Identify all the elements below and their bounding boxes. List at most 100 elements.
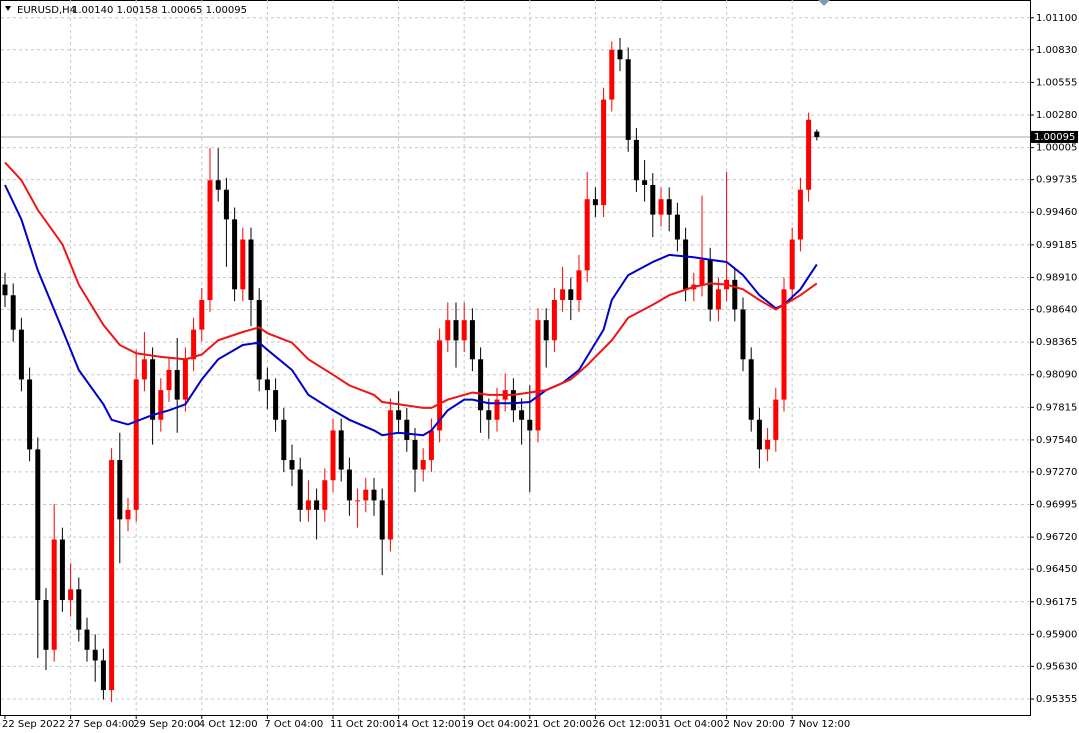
candle-body (2, 284, 8, 296)
current-price-label: 1.00095 (1034, 132, 1075, 143)
candle-body (346, 469, 352, 501)
candle-body (10, 295, 16, 330)
candle-body (182, 359, 188, 400)
candle-body (461, 320, 467, 341)
candle-body (674, 214, 680, 240)
menu-arrow (5, 6, 11, 11)
candle-body (650, 184, 656, 215)
candle-body (314, 500, 320, 510)
candle-body (207, 180, 213, 300)
x-tick-label: 11 Oct 20:00 (330, 719, 395, 730)
x-tick-label: 7 Nov 12:00 (789, 719, 850, 730)
y-tick-label: 0.98365 (1036, 337, 1077, 348)
candle-body (35, 449, 41, 600)
candle-body (568, 289, 574, 300)
candle-body (256, 299, 262, 380)
candle-body (797, 189, 803, 240)
candle-body (683, 239, 689, 290)
candle-body (297, 469, 303, 510)
candle-body (666, 199, 672, 215)
y-tick-label: 0.96720 (1036, 532, 1077, 543)
candle-body (141, 359, 147, 380)
y-tick-label: 0.98090 (1036, 370, 1077, 381)
x-tick-label: 4 Oct 12:00 (199, 719, 258, 730)
x-tick-label: 21 Oct 20:00 (527, 719, 592, 730)
candle-body (92, 649, 98, 661)
candle-body (420, 460, 426, 470)
y-tick-label: 0.97540 (1036, 435, 1077, 446)
candle-body (59, 539, 65, 600)
candle-body (404, 419, 410, 440)
y-tick-label: 1.00280 (1036, 110, 1077, 121)
y-tick-label: 0.97815 (1036, 402, 1077, 413)
candle-body (27, 379, 33, 450)
candle-body (625, 59, 631, 140)
candle-body (773, 399, 779, 440)
candle-body (543, 320, 549, 341)
candle-body (633, 139, 639, 181)
candle-body (223, 189, 229, 220)
candle-body (379, 500, 385, 540)
candle-body (551, 299, 557, 341)
candle-body (76, 589, 82, 630)
candle-body (527, 419, 533, 431)
candle-body (387, 410, 393, 540)
candle-body (133, 379, 139, 510)
candle-body (273, 390, 279, 420)
grid (1, 0, 1030, 715)
candle-body (84, 629, 90, 650)
y-tick-label: 1.00005 (1036, 143, 1077, 154)
x-tick-label: 22 Sep 2022 (2, 719, 65, 730)
y-tick-label: 0.99735 (1036, 175, 1077, 186)
moving-average (4, 161, 818, 409)
y-tick-label: 0.99460 (1036, 207, 1077, 218)
y-tick-label: 0.95355 (1036, 694, 1077, 705)
marks (2, 37, 820, 702)
candle-body (699, 259, 705, 285)
candle-body (371, 489, 377, 501)
x-tick-label: 2 Nov 20:00 (724, 719, 785, 730)
candle-body (494, 399, 500, 420)
candle-body (199, 299, 205, 330)
candle-body (240, 239, 246, 290)
axes: 1.01100 1.00830 1.00555 1.00280 1.00005 0.997… (2, 13, 1078, 730)
candle-body (519, 410, 525, 420)
candle-body (469, 320, 475, 360)
candle-body (781, 289, 787, 400)
candle-body (707, 259, 713, 310)
candle-body (305, 500, 311, 510)
candle-body (363, 489, 369, 501)
candle-body (756, 419, 762, 450)
x-tick-label: 31 Oct 04:00 (658, 719, 723, 730)
chart-title: EURUSD,H4 (17, 5, 76, 16)
x-tick-label: 26 Oct 12:00 (592, 719, 657, 730)
x-tick-label: 7 Oct 04:00 (264, 719, 323, 730)
candle-body (453, 320, 459, 341)
candle-body (740, 309, 746, 360)
y-tick-label: 0.98640 (1036, 304, 1077, 315)
candle-body (715, 289, 721, 310)
y-tick-label: 0.96175 (1036, 597, 1077, 608)
candle-body (617, 49, 623, 60)
candle-body (560, 289, 566, 300)
candle-body (125, 509, 131, 520)
candle-body (576, 270, 582, 300)
ohlc-text: 1.00140 1.00158 1.00065 1.00095 (72, 5, 247, 16)
y-tick-label: 0.95900 (1036, 629, 1077, 640)
candle-body (109, 460, 115, 691)
candle-body (215, 180, 221, 190)
x-tick-label: 14 Oct 12:00 (396, 719, 461, 730)
x-tick-label: 27 Sep 04:00 (68, 719, 135, 730)
y-tick-label: 0.96450 (1036, 564, 1077, 575)
candle-body (806, 119, 812, 190)
candle-body (264, 379, 270, 391)
y-tick-label: 0.97270 (1036, 467, 1077, 478)
candle-body (248, 239, 254, 300)
moving-average (4, 184, 818, 437)
candle-body (789, 239, 795, 290)
candle-body (117, 460, 123, 520)
y-tick-label: 0.96995 (1036, 500, 1077, 511)
candle-body (592, 199, 598, 206)
candle-body (445, 320, 451, 341)
shift-marker (818, 0, 830, 6)
